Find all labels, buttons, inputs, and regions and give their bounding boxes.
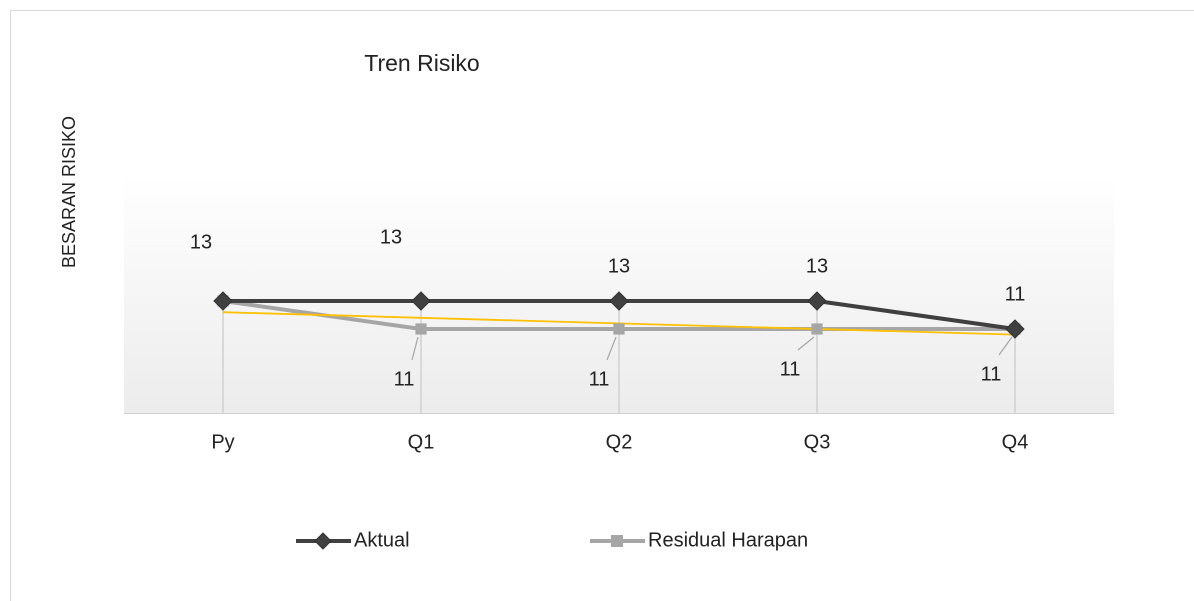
data-label: 11 (1005, 283, 1026, 305)
x-tick-label: Q1 (408, 431, 435, 453)
data-label: 11 (589, 368, 610, 390)
marker (609, 291, 629, 311)
data-label: 11 (780, 358, 801, 380)
marker (811, 323, 823, 335)
x-tick-label: Py (211, 431, 234, 453)
x-tick-label: Q3 (804, 431, 831, 453)
marker (213, 291, 233, 311)
chart-title: Tren Risiko (364, 50, 479, 76)
chart-border (10, 10, 1194, 601)
data-label: 13 (608, 255, 630, 277)
marker (613, 323, 625, 335)
legend-marker (314, 532, 332, 550)
leader-line (797, 336, 815, 351)
data-label: 13 (806, 255, 828, 277)
legend-marker (611, 535, 623, 547)
data-label: 13 (190, 231, 212, 253)
legend-label: Residual Harapan (648, 529, 808, 551)
x-tick-label: Q4 (1002, 431, 1029, 453)
y-axis-label: BESARAN RISIKO (59, 116, 79, 268)
leader-line (606, 336, 617, 361)
leader-line (411, 336, 419, 361)
marker (411, 291, 431, 311)
marker (415, 323, 427, 335)
data-label: 11 (394, 368, 415, 390)
data-label: 13 (380, 226, 402, 248)
leader-line (998, 336, 1013, 356)
marker (1005, 319, 1025, 339)
data-label: 11 (981, 363, 1002, 385)
marker (807, 291, 827, 311)
x-tick-label: Q2 (606, 431, 633, 453)
legend-label: Aktual (354, 529, 410, 551)
